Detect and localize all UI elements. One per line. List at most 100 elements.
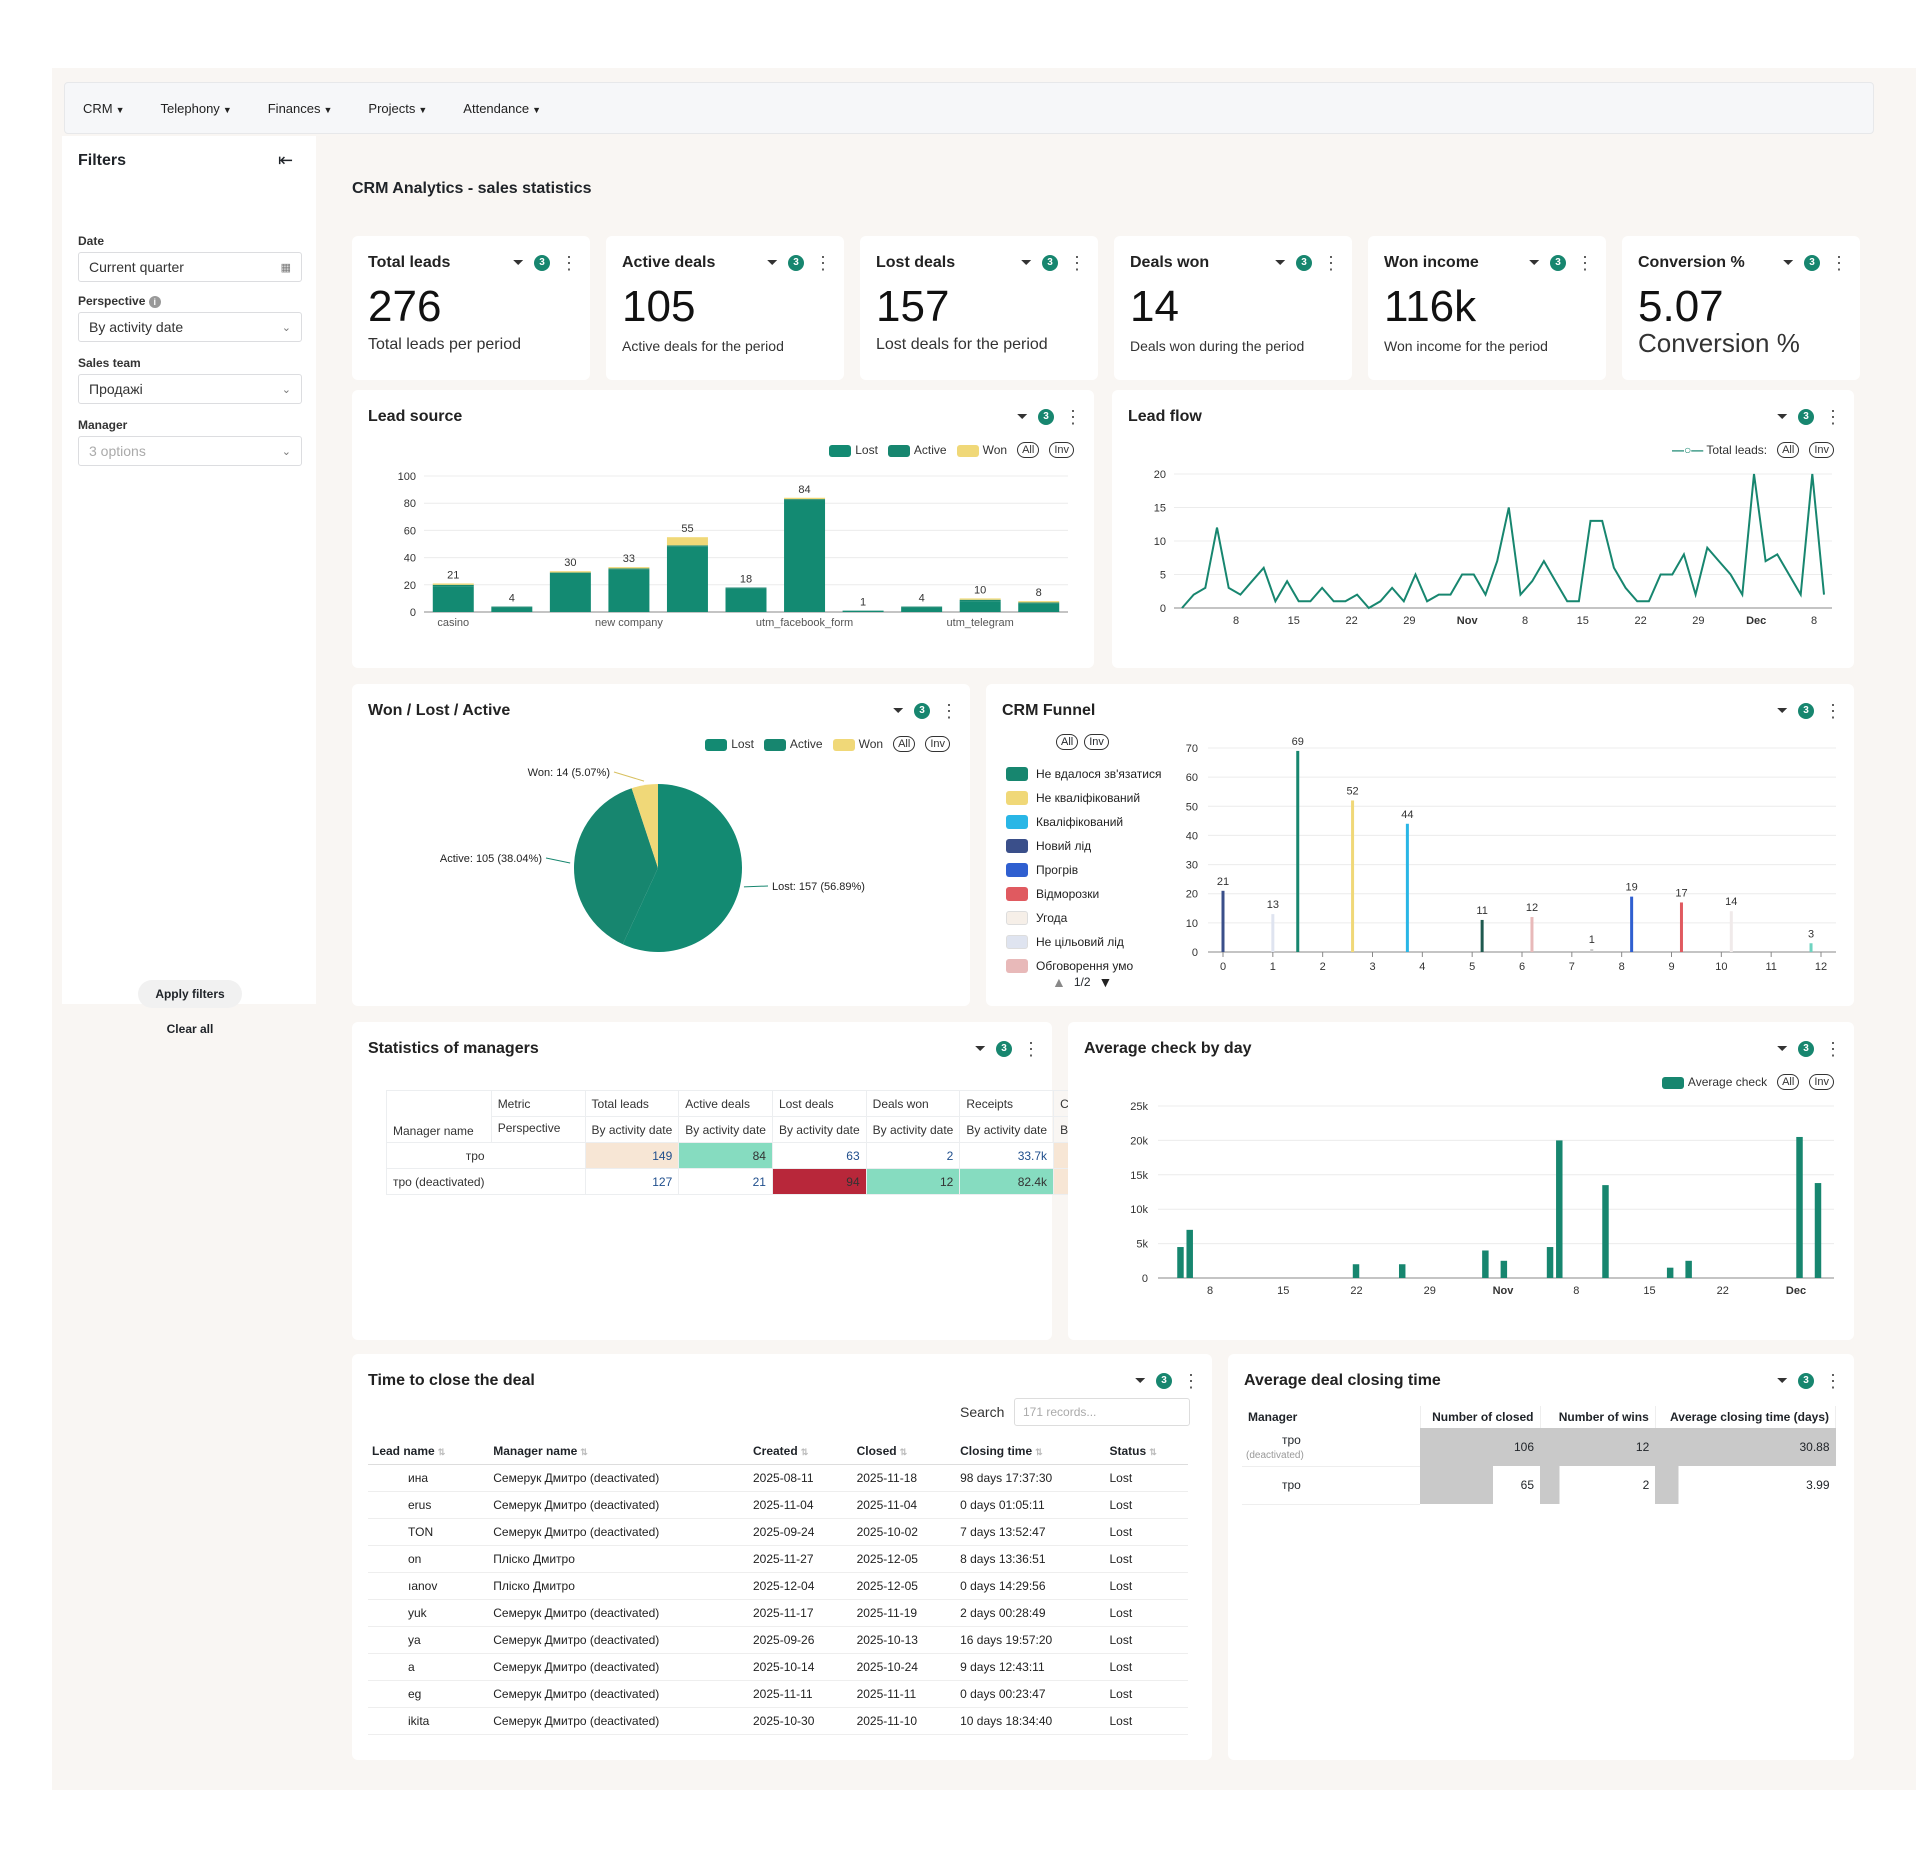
funnel-legend-item[interactable]: Не вдалося зв'язатися [1006,762,1162,786]
funnel-legend-item[interactable]: Відморозки [1006,882,1162,906]
filter-icon[interactable]: ⏷ [1274,254,1286,270]
table-row[interactable]: тро 65 2 3.99 [1242,1466,1836,1505]
more-options-icon[interactable]: ⋮ [1824,700,1842,721]
funnel-legend-item[interactable]: Не кваліфікований [1006,786,1162,810]
filter-icon[interactable]: ⏷ [1776,1040,1788,1056]
column-header[interactable]: Number of wins [1540,1406,1656,1428]
metric-column-header[interactable]: Deals won [865,1090,961,1117]
date-field[interactable]: Current quarter ▦ [78,252,302,282]
more-options-icon[interactable]: ⋮ [1022,1038,1040,1059]
sort-icon[interactable]: ⇅ [1035,1447,1043,1457]
funnel-legend-item[interactable]: Прогрів [1006,858,1162,882]
legend-invert-button[interactable]: Inv [925,736,950,752]
metric-column-header[interactable]: Total leads [584,1090,680,1117]
legend-average-check[interactable]: Average check [1661,1075,1767,1089]
clear-all-button[interactable]: Clear all [166,1022,214,1036]
legend-invert-button[interactable]: Inv [1809,442,1834,458]
legend-all-button[interactable]: All [1056,734,1079,750]
perspective-select[interactable]: By activity date ⌄ [78,312,302,342]
page-down-icon[interactable]: ▼ [1098,974,1113,990]
legend-total-leads[interactable]: —○— Total leads: [1672,443,1767,457]
sort-icon[interactable]: ⇅ [437,1447,446,1457]
nav-crm[interactable]: CRM ▼ [83,101,125,116]
column-header[interactable]: Closed ⇅ [852,1438,957,1465]
funnel-legend-item[interactable]: Новий лід [1006,834,1162,858]
table-row[interactable]: yuk Семерук Дмитро (deactivated) 2025-11-1… [368,1599,1188,1627]
column-header[interactable]: Closing time ⇅ [956,1438,1106,1465]
more-options-icon[interactable]: ⋮ [1824,1370,1842,1391]
table-row[interactable]: ya Семерук Дмитро (deactivated) 2025-09-26… [368,1626,1188,1654]
manager-select[interactable]: 3 options ⌄ [78,436,302,466]
nav-finances[interactable]: Finances ▼ [268,101,333,116]
column-header[interactable]: Manager name ⇅ [489,1438,749,1465]
info-icon[interactable]: i [148,296,161,308]
sales-team-select[interactable]: Продажі ⌄ [78,374,302,404]
filter-icon[interactable]: ⏷ [1776,408,1788,424]
filter-icon[interactable]: ⏷ [1782,254,1794,270]
legend-lost[interactable]: Lost [705,737,754,751]
filter-icon[interactable]: ⏷ [1020,254,1032,270]
table-row[interactable]: ikita Семерук Дмитро (deactivated) 2025-10… [368,1707,1188,1735]
more-options-icon[interactable]: ⋮ [1182,1370,1200,1391]
legend-all-button[interactable]: All [1777,1074,1800,1090]
filter-icon[interactable]: ⏷ [1776,1372,1788,1388]
legend-invert-button[interactable]: Inv [1809,1074,1834,1090]
more-options-icon[interactable]: ⋮ [1824,406,1842,427]
table-row[interactable]: erus Семерук Дмитро (deactivated) 2025-11-… [368,1491,1188,1519]
filter-icon[interactable]: ⏷ [1528,254,1540,270]
sort-icon[interactable]: ⇅ [1149,1447,1157,1457]
legend-invert-button[interactable]: Inv [1049,442,1074,458]
column-header[interactable]: Manager [1242,1406,1421,1428]
legend-active[interactable]: Active [887,443,947,457]
filter-icon[interactable]: ⏷ [974,1040,986,1056]
more-options-icon[interactable]: ⋮ [1322,252,1340,273]
search-input[interactable]: 171 records... [1014,1398,1190,1426]
sort-icon[interactable]: ⇅ [800,1447,809,1457]
nav-telephony[interactable]: Telephony ▼ [161,101,232,116]
table-row[interactable]: ина Семерук Дмитро (deactivated) 2025-08-1… [368,1464,1188,1492]
sort-icon[interactable]: ⇅ [899,1447,908,1457]
funnel-legend-item[interactable]: Угода [1006,906,1162,930]
filter-icon[interactable]: ⏷ [892,702,904,718]
filter-icon[interactable]: ⏷ [1016,408,1028,424]
apply-filters-button[interactable]: Apply filters [138,980,242,1008]
column-header[interactable]: Number of closed [1420,1406,1541,1428]
page-up-icon[interactable]: ▲ [1052,974,1066,990]
legend-all-button[interactable]: All [1017,442,1040,458]
sort-icon[interactable]: ⇅ [580,1447,588,1457]
metric-column-header[interactable]: Active deals [678,1090,773,1117]
more-options-icon[interactable]: ⋮ [1824,1038,1842,1059]
column-header[interactable]: Average closing time (days) [1655,1406,1837,1428]
more-options-icon[interactable]: ⋮ [1068,252,1086,273]
legend-all-button[interactable]: All [1777,442,1800,458]
filter-icon[interactable]: ⏷ [512,254,524,270]
more-options-icon[interactable]: ⋮ [560,252,578,273]
nav-attendance[interactable]: Attendance ▼ [463,101,541,116]
legend-all-button[interactable]: All [893,736,916,752]
legend-lost[interactable]: Lost [829,443,878,457]
table-row[interactable]: eg Семерук Дмитро (deactivated) 2025-11-11… [368,1680,1188,1708]
filter-icon[interactable]: ⏷ [766,254,778,270]
more-options-icon[interactable]: ⋮ [940,700,958,721]
metric-column-header[interactable]: Lost deals [771,1090,867,1117]
more-options-icon[interactable]: ⋮ [1576,252,1594,273]
table-row[interactable]: a Семерук Дмитро (deactivated) 2025-10-14 2… [368,1653,1188,1681]
collapse-sidebar-icon[interactable]: ⇤ [278,150,294,170]
more-options-icon[interactable]: ⋮ [1830,252,1848,273]
funnel-legend-item[interactable]: Обговорення умо [1006,954,1162,978]
legend-active[interactable]: Active [763,737,823,751]
legend-invert-button[interactable]: Inv [1084,734,1109,750]
table-row[interactable]: ıanov Пліско Дмитро 2025-12-04 2025-12-05 0 … [368,1572,1188,1600]
funnel-legend-item[interactable]: Кваліфікований [1006,810,1162,834]
metric-column-header[interactable]: Receipts [959,1090,1055,1117]
column-header[interactable]: Lead name ⇅ [368,1438,490,1465]
column-header[interactable]: Created ⇅ [749,1438,853,1465]
more-options-icon[interactable]: ⋮ [1064,406,1082,427]
table-row[interactable]: on Пліско Дмитро 2025-11-27 2025-12-05 8 day… [368,1545,1188,1573]
filter-icon[interactable]: ⏷ [1134,1372,1146,1388]
legend-won[interactable]: Won [832,737,883,751]
column-header[interactable]: Status ⇅ [1105,1438,1188,1465]
filter-icon[interactable]: ⏷ [1776,702,1788,718]
